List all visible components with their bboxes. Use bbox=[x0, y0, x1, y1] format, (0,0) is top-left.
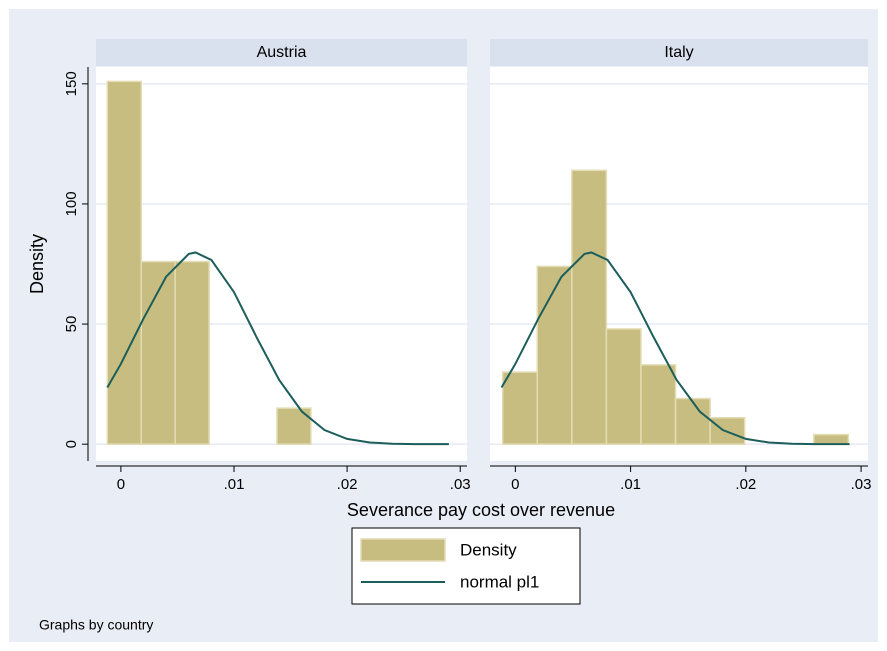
normal-curve bbox=[500, 251, 850, 446]
histogram-bar bbox=[571, 169, 608, 445]
x-axis-title: Severance pay cost over revenue bbox=[347, 500, 615, 520]
legend-swatch bbox=[360, 538, 446, 562]
y-tick-label: 100 bbox=[63, 191, 80, 216]
histogram-bar bbox=[709, 417, 746, 445]
histogram-bar bbox=[106, 80, 142, 445]
x-tick-label: .01 bbox=[620, 476, 641, 493]
y-tick-label: 150 bbox=[63, 71, 80, 96]
legend-label: normal pl1 bbox=[460, 572, 539, 591]
x-tick-label: 0 bbox=[117, 476, 125, 493]
panel-title-strip bbox=[490, 39, 868, 66]
y-tick-label: 0 bbox=[63, 440, 80, 448]
legend-label: Density bbox=[460, 540, 517, 559]
histogram-bar bbox=[674, 397, 711, 445]
y-tick-label: 50 bbox=[63, 316, 80, 333]
panel-title: Italy bbox=[664, 44, 693, 61]
histogram-bar bbox=[640, 364, 677, 445]
x-tick-label: .01 bbox=[224, 476, 245, 493]
panel-title: Austria bbox=[257, 44, 307, 61]
note: Graphs by country bbox=[39, 617, 153, 633]
histogram-bar bbox=[140, 260, 176, 445]
x-tick-label: .02 bbox=[735, 476, 756, 493]
histogram-bar bbox=[813, 433, 850, 445]
histogram-bar bbox=[174, 260, 210, 445]
x-tick-label: .03 bbox=[851, 476, 872, 493]
x-tick-label: .03 bbox=[450, 476, 471, 493]
histogram-bar bbox=[536, 265, 573, 445]
histogram-bar bbox=[605, 328, 642, 445]
y-axis-title: Density bbox=[27, 234, 47, 294]
legend: Density normal pl1 bbox=[351, 527, 581, 605]
panel-title-strip bbox=[96, 39, 467, 66]
normal-curve bbox=[106, 251, 449, 446]
histogram-bar bbox=[501, 371, 538, 445]
x-tick-label: .02 bbox=[337, 476, 358, 493]
x-tick-label: 0 bbox=[511, 476, 519, 493]
